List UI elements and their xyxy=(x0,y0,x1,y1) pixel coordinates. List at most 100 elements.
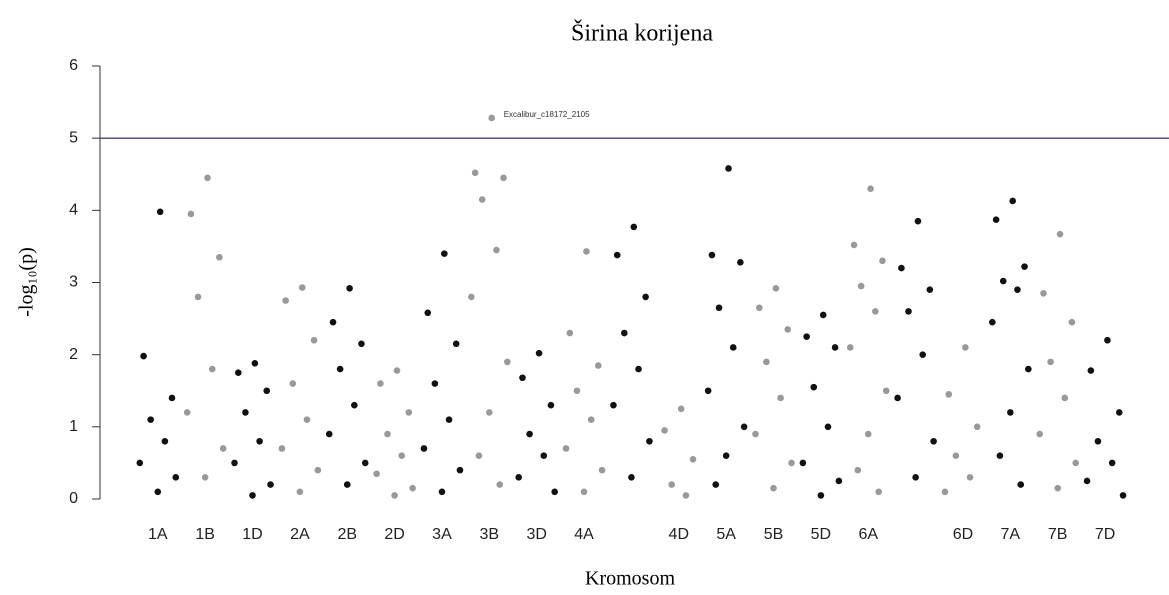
x-tick-label: 7D xyxy=(1095,526,1115,543)
point xyxy=(1017,481,1025,488)
point xyxy=(486,409,493,416)
point xyxy=(1056,230,1064,238)
point xyxy=(594,362,602,369)
point xyxy=(161,437,169,445)
point xyxy=(303,416,311,423)
point xyxy=(172,474,180,481)
point xyxy=(475,452,483,460)
point xyxy=(919,351,927,358)
point xyxy=(1108,459,1116,467)
point xyxy=(373,470,380,478)
point xyxy=(219,445,227,452)
point xyxy=(704,387,712,395)
point xyxy=(737,258,744,266)
point xyxy=(256,437,263,445)
point xyxy=(431,380,439,387)
point xyxy=(784,326,792,333)
point xyxy=(409,484,416,492)
point xyxy=(973,423,981,431)
point xyxy=(962,344,969,351)
point xyxy=(1094,437,1102,445)
point xyxy=(488,114,495,122)
point xyxy=(894,394,901,402)
point xyxy=(926,286,934,294)
point xyxy=(566,329,574,337)
x-tick-label: 7B xyxy=(1048,526,1068,543)
point xyxy=(772,284,780,292)
point xyxy=(712,481,720,488)
point xyxy=(519,374,526,382)
point xyxy=(154,488,162,496)
point xyxy=(471,169,479,177)
point xyxy=(941,488,949,496)
point xyxy=(598,466,606,474)
point xyxy=(343,481,351,488)
point xyxy=(1014,286,1021,294)
x-tick-label: 2B xyxy=(337,526,357,543)
x-tick-label: 6A xyxy=(858,526,878,543)
point xyxy=(183,409,191,416)
x-tick-label: 2A xyxy=(290,526,310,543)
point xyxy=(468,293,475,301)
x-tick-label: 2D xyxy=(384,526,404,543)
point xyxy=(216,253,223,261)
point xyxy=(610,401,617,409)
point xyxy=(535,349,543,357)
point xyxy=(583,248,590,255)
point xyxy=(846,344,854,351)
point xyxy=(817,492,825,499)
x-tick-label: 1A xyxy=(148,526,168,543)
y-tick-label: 4 xyxy=(69,202,78,219)
point xyxy=(668,481,675,488)
x-tick-label: 4D xyxy=(669,526,689,543)
point xyxy=(358,340,365,348)
point xyxy=(1068,318,1076,326)
point xyxy=(231,459,238,467)
point xyxy=(147,416,154,423)
point xyxy=(249,492,256,499)
y-tick-label: 0 xyxy=(69,490,78,507)
point xyxy=(580,488,588,496)
point xyxy=(1087,367,1095,374)
point xyxy=(999,277,1007,285)
point xyxy=(267,481,274,488)
point xyxy=(504,358,511,366)
point xyxy=(1072,459,1079,467)
point xyxy=(573,387,581,395)
point xyxy=(635,365,642,373)
point xyxy=(824,423,832,431)
point xyxy=(441,250,448,257)
point xyxy=(1115,409,1123,416)
point xyxy=(803,333,810,340)
point xyxy=(140,352,147,360)
point xyxy=(1021,263,1028,270)
x-tick-label: 5B xyxy=(764,526,784,543)
point xyxy=(384,430,391,438)
point xyxy=(204,174,211,182)
point xyxy=(850,241,858,249)
y-axis-label: -log₁₀(p) xyxy=(16,247,38,316)
point xyxy=(989,318,996,326)
x-tick-label: 1D xyxy=(242,526,262,543)
point xyxy=(708,251,716,259)
point xyxy=(642,293,649,301)
point xyxy=(278,445,286,452)
annotation: Excalibur_c18172_2105 xyxy=(504,110,590,119)
point xyxy=(621,329,628,337)
point xyxy=(1083,477,1091,485)
point xyxy=(1009,197,1016,205)
point xyxy=(377,380,384,387)
y-tick-label: 5 xyxy=(69,129,78,146)
point xyxy=(235,369,242,377)
y-tick-label: 6 xyxy=(69,57,78,74)
point xyxy=(613,251,621,259)
point xyxy=(682,492,690,499)
point xyxy=(314,466,322,474)
point xyxy=(729,344,737,351)
point xyxy=(398,452,406,460)
point xyxy=(1054,484,1061,492)
point xyxy=(875,488,882,496)
point xyxy=(424,309,432,317)
point xyxy=(952,452,960,460)
point xyxy=(788,459,795,467)
